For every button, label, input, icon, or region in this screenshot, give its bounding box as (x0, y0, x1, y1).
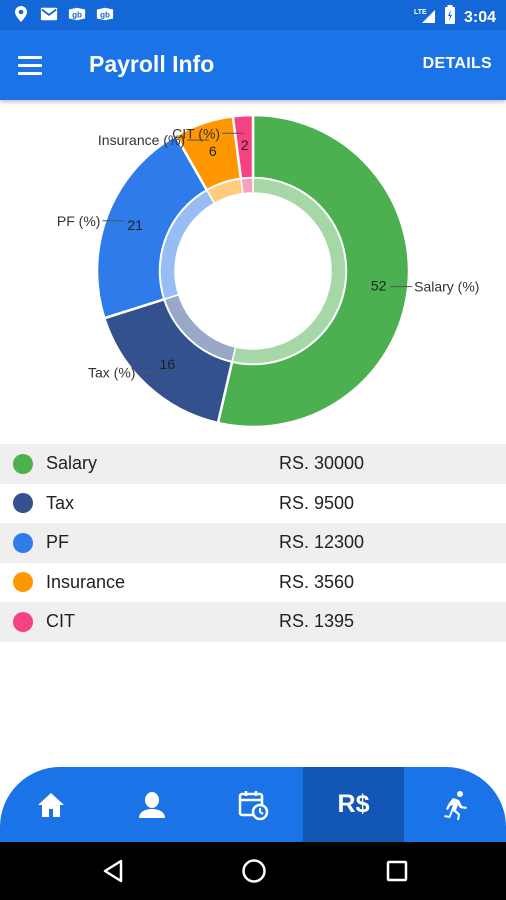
currency-icon: R$ (337, 790, 370, 818)
menu-button[interactable] (18, 50, 50, 80)
pf-color-dot (13, 532, 33, 553)
svg-text:gb: gb (72, 11, 82, 20)
recents-button[interactable] (382, 856, 412, 886)
svg-text:gb: gb (100, 11, 110, 20)
list-item-salary: Salary RS. 30000 (0, 444, 506, 484)
details-button[interactable]: DETAILS (422, 55, 492, 72)
list-item-label: Insurance (46, 571, 126, 592)
status-bar: gb gb LTE 3:04 (0, 0, 506, 30)
back-icon (103, 859, 123, 883)
cit-value-label: 2 (241, 137, 249, 153)
recents-icon (386, 860, 408, 882)
insurance-value-label: 6 (209, 143, 217, 159)
salary-name-label: Salary (%) (414, 279, 479, 295)
notification-icons: gb gb (12, 5, 114, 23)
list-item-label: Salary (46, 453, 98, 474)
tax-name-label: Tax (%) (88, 364, 135, 380)
nav-schedule[interactable] (202, 767, 303, 842)
battery-icon (444, 5, 456, 30)
cit-color-dot (13, 611, 33, 632)
svg-text:LTE: LTE (414, 9, 427, 16)
cit-inner-ring (240, 177, 254, 195)
app-bar: Payroll Info DETAILS (0, 30, 506, 100)
clock: 3:04 (463, 8, 496, 26)
app-notification-icon: gb (68, 5, 86, 23)
home-icon (37, 792, 64, 817)
back-button[interactable] (98, 856, 128, 886)
home-system-button[interactable] (239, 856, 269, 886)
list-item-insurance: Insurance RS. 3560 (0, 563, 506, 603)
list-item-label: Tax (46, 492, 75, 513)
salary-color-dot (13, 453, 33, 474)
list-item-cit: CIT RS. 1395 (0, 602, 506, 642)
location-icon (12, 5, 30, 23)
cit-name-label: CIT (%) (172, 125, 220, 141)
running-icon (444, 790, 467, 820)
insurance-name-label: Insurance (%) (98, 132, 185, 148)
home-circle-icon (242, 859, 266, 883)
list-item-amount: RS. 12300 (279, 532, 365, 553)
insurance-color-dot (13, 572, 33, 593)
list-item-amount: RS. 30000 (279, 453, 365, 474)
list-item-label: PF (46, 532, 70, 553)
system-navigation-bar (0, 842, 506, 900)
donut-chart-svg: 52 Salary (%) 16 Tax (%) 21 PF (%) 6 Insurance … (57, 113, 479, 429)
nav-profile[interactable] (101, 767, 202, 842)
payroll-breakdown-list: Salary RS. 30000 Tax RS. 9500 PF RS. 123… (0, 444, 506, 642)
tax-color-dot (13, 493, 33, 514)
nav-payroll[interactable]: R$ (303, 767, 404, 842)
list-item-label: CIT (46, 611, 75, 632)
list-item-amount: RS. 3560 (279, 571, 355, 592)
list-item-tax: Tax RS. 9500 (0, 484, 506, 524)
nav-activity[interactable] (404, 767, 506, 842)
salary-value-label: 52 (371, 277, 387, 293)
page-title: Payroll Info (89, 51, 215, 77)
calendar-clock-icon (238, 790, 268, 820)
mail-icon (40, 5, 58, 23)
list-item-pf: PF RS. 12300 (0, 523, 506, 563)
list-item-amount: RS. 1395 (279, 611, 355, 632)
nav-home[interactable] (0, 767, 101, 842)
pf-name-label: PF (%) (57, 213, 101, 229)
payroll-donut-chart: 52 Salary (%) 16 Tax (%) 21 PF (%) 6 Insurance … (0, 100, 506, 440)
list-item-amount: RS. 9500 (279, 492, 355, 513)
bottom-navigation: R$ (0, 767, 506, 842)
hamburger-icon (18, 55, 42, 59)
person-icon (138, 791, 165, 818)
pf-value-label: 21 (127, 217, 143, 233)
lte-signal-icon: LTE (414, 6, 436, 29)
app-notification-icon: gb (96, 5, 114, 23)
system-status: LTE 3:04 (414, 5, 496, 30)
tax-value-label: 16 (159, 356, 175, 372)
